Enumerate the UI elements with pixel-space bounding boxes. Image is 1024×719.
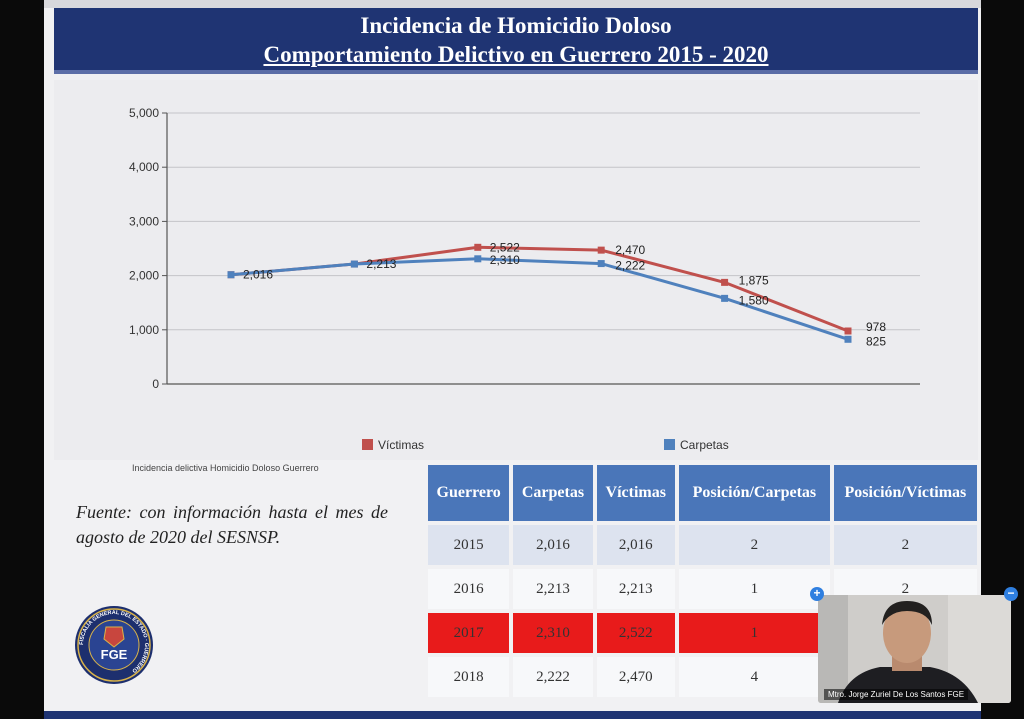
table-cell: 2 xyxy=(833,525,977,565)
table-header-posicion-carpetas: Posición/Carpetas xyxy=(678,465,830,521)
slide-top-edge xyxy=(44,0,981,8)
data-label: 2,213 xyxy=(366,257,396,271)
y-tick-label: 5,000 xyxy=(129,106,159,120)
webcam-person-image xyxy=(818,595,1011,703)
table-cell: 2018 xyxy=(428,657,510,697)
y-tick-label: 2,000 xyxy=(129,269,159,283)
data-label: 2,310 xyxy=(490,253,520,267)
data-label: 978 xyxy=(866,320,886,334)
legend-item-victimas: Víctimas xyxy=(362,438,424,452)
data-label: 825 xyxy=(866,334,886,348)
table-cell: 2017 xyxy=(428,613,510,653)
table-cell: 2,213 xyxy=(596,569,675,609)
table-cell: 4 xyxy=(678,657,830,697)
data-point xyxy=(227,271,235,279)
table-cell: 2,222 xyxy=(513,657,593,697)
webcam-participant-name: Mtro. Jorge Zuriel De Los Santos FGE xyxy=(824,689,969,700)
table-cell: 2,522 xyxy=(596,613,675,653)
data-point xyxy=(474,243,482,251)
data-label: 2,522 xyxy=(490,240,520,254)
webcam-video-tile[interactable]: Mtro. Jorge Zuriel De Los Santos FGE xyxy=(818,595,1011,703)
table-cell: 2,016 xyxy=(513,525,593,565)
table-cell: 2 xyxy=(678,525,830,565)
data-point xyxy=(721,294,729,302)
table-header-carpetas: Carpetas xyxy=(513,465,593,521)
table-cell: 2,310 xyxy=(513,613,593,653)
source-note: Fuente: con información hasta el mes de … xyxy=(76,502,388,547)
table-cell: 1 xyxy=(678,569,830,609)
table-cell: 1 xyxy=(678,613,830,653)
data-point xyxy=(597,246,605,254)
line-chart: 0 1,000 2,000 3,000 4,000 5,000 2,016 2,213 2,5… xyxy=(54,80,978,473)
data-point xyxy=(844,327,852,335)
data-point xyxy=(597,260,605,268)
y-tick-label: 4,000 xyxy=(129,160,159,174)
data-table: Guerrero Carpetas Víctimas Posición/Carp… xyxy=(424,461,981,701)
title-line-1: Incidencia de Homicidio Doloso xyxy=(360,13,672,38)
table-cell: 2,213 xyxy=(513,569,593,609)
data-label: 1,580 xyxy=(739,293,769,307)
y-tick-label: 1,000 xyxy=(129,323,159,337)
fge-logo: FISCALÍA GENERAL DEL ESTADO · GUERRERO F… xyxy=(75,606,153,684)
chart-svg: 0 1,000 2,000 3,000 4,000 5,000 2,016 2,213 2,5… xyxy=(129,106,920,391)
legend-item-carpetas: Carpetas xyxy=(664,438,729,452)
legend-swatch-victimas xyxy=(362,439,373,450)
y-tick-label: 0 xyxy=(152,377,159,391)
logo-text: FGE xyxy=(101,647,128,662)
remove-participant-button[interactable]: − xyxy=(1004,587,1018,601)
presentation-slide: Incidencia de Homicidio Doloso Comportam… xyxy=(44,0,981,715)
data-label: 2,222 xyxy=(615,259,645,273)
data-label: 2,016 xyxy=(243,268,273,282)
table-cell: 2016 xyxy=(428,569,510,609)
data-point xyxy=(474,255,482,263)
table-header-posicion-victimas: Posición/Víctimas xyxy=(833,465,977,521)
table-cell: 2,470 xyxy=(596,657,675,697)
data-label: 1,875 xyxy=(739,273,769,287)
title-line-2: Comportamiento Delictivo en Guerrero 201… xyxy=(263,42,769,67)
data-point xyxy=(721,278,729,286)
table-cell: 2,016 xyxy=(596,525,675,565)
data-point xyxy=(350,260,358,268)
title-underline-bar xyxy=(54,70,978,74)
legend-swatch-carpetas xyxy=(664,439,675,450)
legend-label-carpetas: Carpetas xyxy=(680,438,729,452)
title-banner: Incidencia de Homicidio Doloso Comportam… xyxy=(54,8,978,73)
chart-caption: Incidencia delictiva Homicidio Doloso Gu… xyxy=(132,463,319,473)
y-tick-label: 3,000 xyxy=(129,214,159,228)
slide-bottom-strip xyxy=(44,711,981,719)
data-label: 2,470 xyxy=(615,243,645,257)
table-row: 2015 2,016 2,016 2 2 xyxy=(428,525,977,565)
table-header-guerrero: Guerrero xyxy=(428,465,510,521)
data-point xyxy=(844,335,852,343)
add-participant-button[interactable]: + xyxy=(810,587,824,601)
table-cell: 2015 xyxy=(428,525,510,565)
table-header-victimas: Víctimas xyxy=(596,465,675,521)
series-line-carpetas xyxy=(230,257,849,341)
legend-label-victimas: Víctimas xyxy=(378,438,425,452)
table-row: 2016 2,213 2,213 1 2 xyxy=(428,569,977,609)
table-header-row: Guerrero Carpetas Víctimas Posición/Carp… xyxy=(428,465,977,521)
